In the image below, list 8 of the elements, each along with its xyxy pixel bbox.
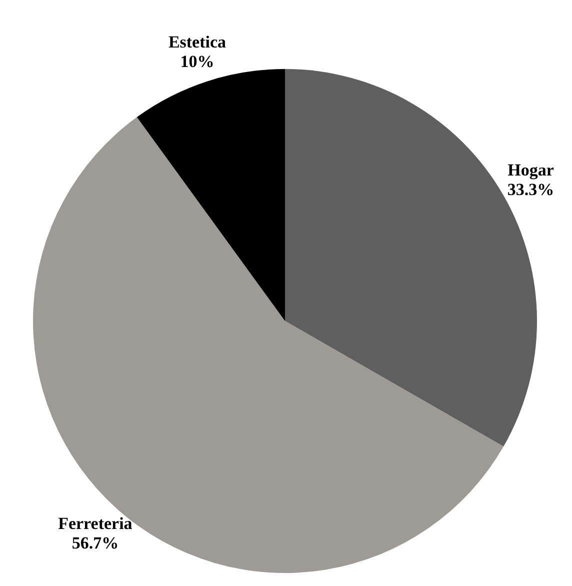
data-label: 33.3%: [507, 180, 554, 199]
slice-label: Ferreteria: [58, 514, 133, 533]
data-label: 10%: [180, 52, 214, 72]
data-label: 56.7%: [72, 533, 119, 552]
slice-label: Hogar: [508, 160, 554, 180]
pie-slice: [136, 69, 285, 321]
slice-label: Estetica: [168, 32, 227, 52]
pie-slice: [33, 117, 504, 573]
